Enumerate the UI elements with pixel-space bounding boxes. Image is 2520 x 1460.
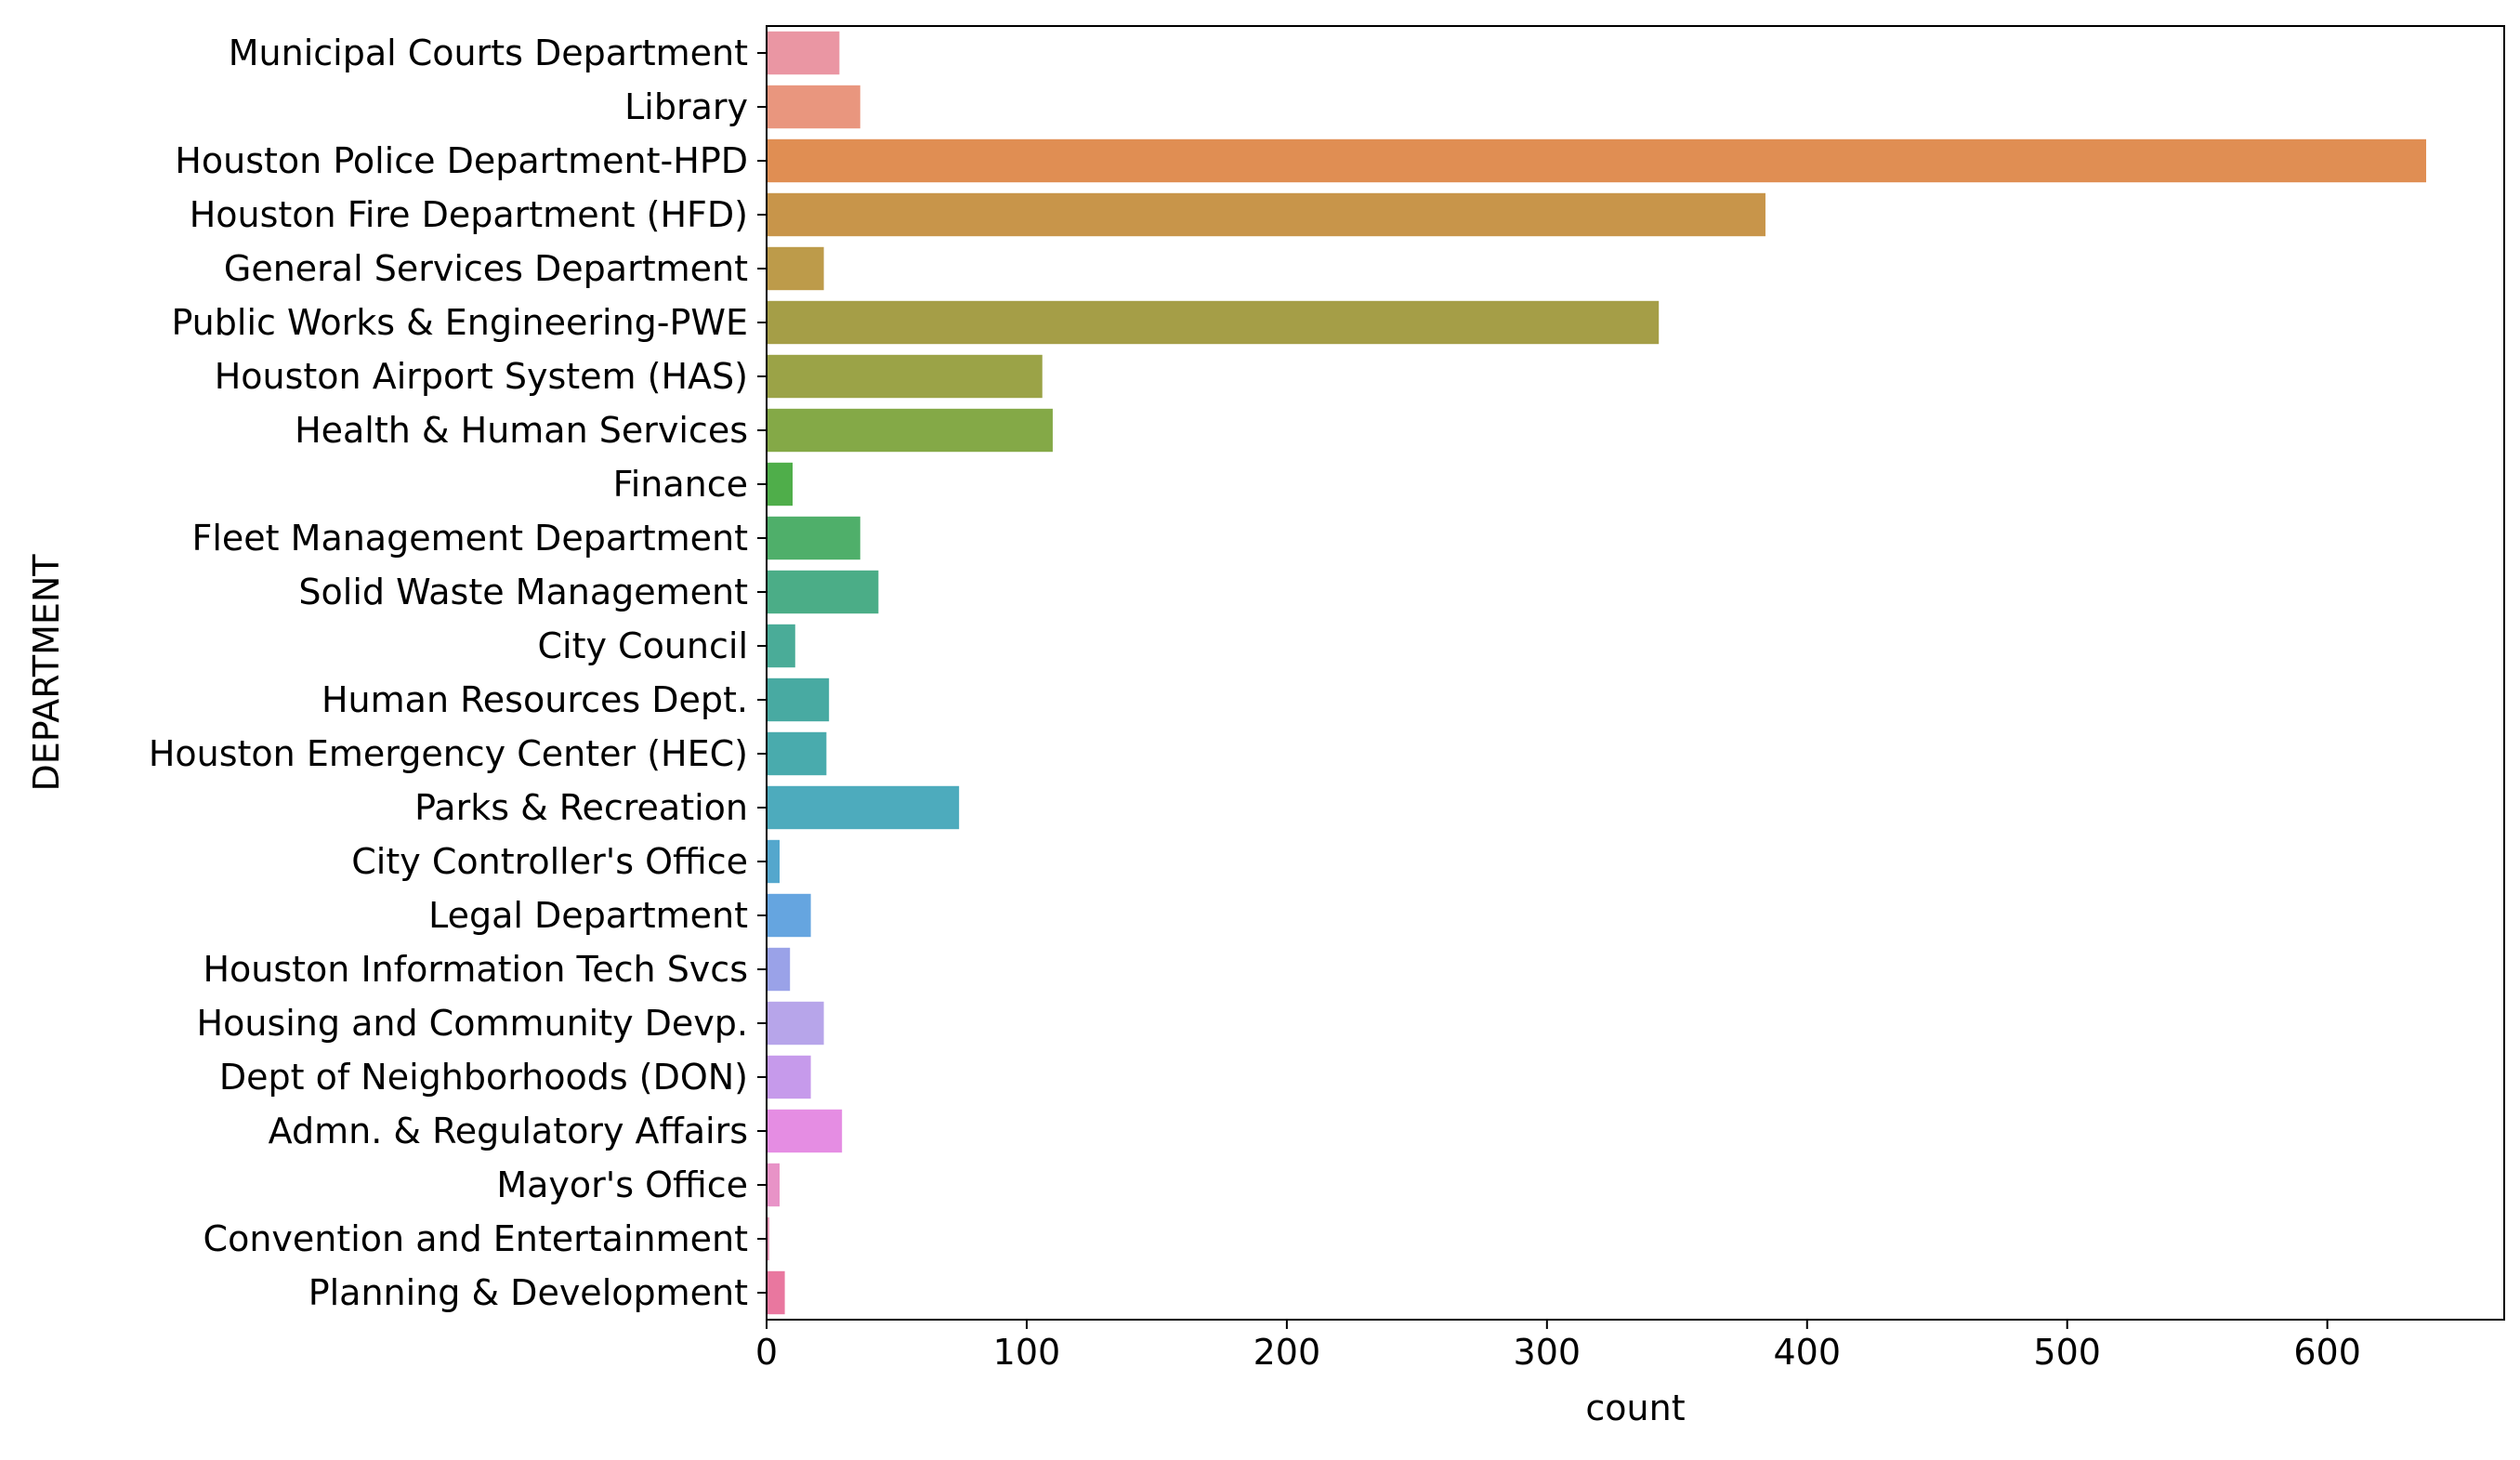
y-tick-label: City Council <box>537 625 748 666</box>
bar-houston-airport-system-has <box>767 354 1043 399</box>
y-tick-label: Admn. & Regulatory Affairs <box>269 1111 748 1151</box>
bar-health-human-services <box>767 408 1053 453</box>
bar-admn-regulatory-affairs <box>767 1109 843 1153</box>
bar-city-council <box>767 624 795 668</box>
bar-dept-of-neighborhoods-don <box>767 1055 811 1099</box>
bar-convention-and-entertainment <box>767 1217 769 1261</box>
y-tick-label: Municipal Courts Department <box>229 33 748 73</box>
bar-planning-development <box>767 1270 785 1315</box>
bar-housing-and-community-devp <box>767 1001 824 1046</box>
x-tick-label: 100 <box>993 1332 1061 1373</box>
plot-frame <box>766 25 2505 1321</box>
y-tick-label: Parks & Recreation <box>414 787 748 828</box>
y-tick-label: Fleet Management Department <box>192 518 749 559</box>
y-tick-label: Public Works & Engineering-PWE <box>171 302 748 343</box>
bars-group <box>767 31 2427 1315</box>
y-tick-label: Houston Airport System (HAS) <box>215 356 748 397</box>
bar-human-resources-dept <box>767 677 830 722</box>
y-tick-label: Health & Human Services <box>295 410 748 451</box>
y-tick-label: Finance <box>613 464 748 505</box>
bar-houston-fire-department-hfd <box>767 192 1765 237</box>
x-axis-title: count <box>1585 1388 1685 1428</box>
bar-municipal-courts-department <box>767 31 840 75</box>
x-tick-label: 600 <box>2293 1332 2361 1373</box>
bar-parks-recreation <box>767 785 960 830</box>
y-tick-label: Library <box>624 86 748 127</box>
x-tick-label: 400 <box>1773 1332 1841 1373</box>
y-tick-label: City Controller's Office <box>351 841 748 882</box>
y-tick-label: Housing and Community Devp. <box>197 1003 748 1044</box>
y-tick-label: Legal Department <box>428 895 748 936</box>
x-tick-label: 0 <box>755 1332 778 1373</box>
bar-public-works-engineering-pwe <box>767 300 1660 345</box>
bar-city-controller-s-office <box>767 839 780 884</box>
y-tick-label: Mayor's Office <box>496 1164 748 1205</box>
x-tick-label: 300 <box>1514 1332 1582 1373</box>
bar-general-services-department <box>767 246 824 291</box>
bar-library <box>767 85 860 129</box>
bar-legal-department <box>767 893 811 938</box>
bar-houston-police-department-hpd <box>767 138 2427 183</box>
bar-houston-information-tech-svcs <box>767 947 791 992</box>
y-tick-label: Convention and Entertainment <box>203 1218 748 1259</box>
x-tick-label: 200 <box>1253 1332 1321 1373</box>
y-axis-ticks: Municipal Courts Department Library Housto… <box>149 33 767 1313</box>
y-tick-label: Houston Information Tech Svcs <box>203 949 748 990</box>
bar-finance <box>767 462 793 506</box>
y-tick-label: Solid Waste Management <box>298 572 748 612</box>
x-tick-label: 500 <box>2033 1332 2101 1373</box>
bar-fleet-management-department <box>767 516 860 560</box>
bar-mayor-s-office <box>767 1163 780 1207</box>
y-axis-title: DEPARTMENT <box>26 554 67 792</box>
y-tick-label: Houston Fire Department (HFD) <box>190 194 748 235</box>
y-tick-label: General Services Department <box>224 248 748 289</box>
y-tick-label: Houston Police Department-HPD <box>175 140 748 181</box>
y-tick-label: Planning & Development <box>308 1272 748 1313</box>
bar-solid-waste-management <box>767 570 879 614</box>
y-tick-label: Human Resources Dept. <box>322 679 748 720</box>
x-axis-ticks: 0 100 200 300 400 500 600 <box>755 1320 2361 1373</box>
bar-houston-emergency-center-hec <box>767 731 827 776</box>
y-tick-label: Houston Emergency Center (HEC) <box>149 733 748 774</box>
y-tick-label: Dept of Neighborhoods (DON) <box>219 1057 748 1098</box>
